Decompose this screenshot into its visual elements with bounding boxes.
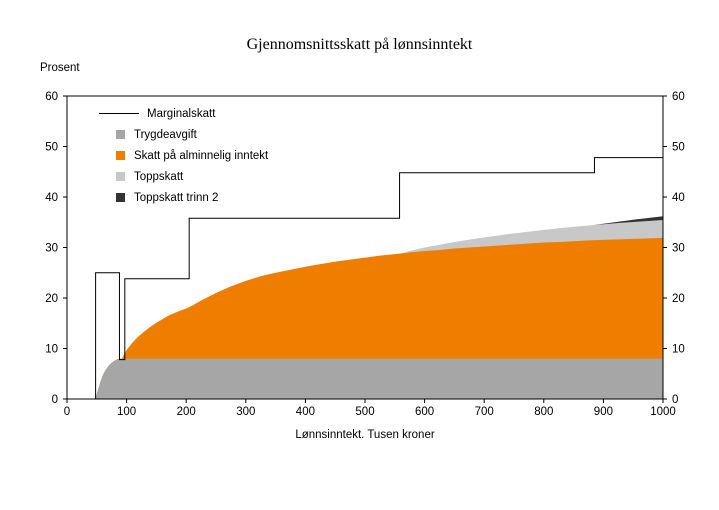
y-tick-label-left: 60 — [45, 91, 58, 103]
y-tick-label-left: 20 — [45, 293, 58, 305]
y-tick-label-right: 40 — [672, 192, 685, 204]
legend-square-marker-toppskatt-trinn-2 — [116, 193, 125, 202]
y-tick-label-left: 0 — [52, 394, 58, 406]
area-trygdeavgift — [67, 358, 663, 399]
legend-square-marker-trygdeavgift — [116, 130, 125, 139]
legend-square-marker-toppskatt — [116, 172, 125, 181]
y-tick-label-left: 10 — [45, 344, 58, 356]
legend-label: Skatt på alminnelig inntekt — [134, 149, 269, 162]
x-axis-label: Lønnsinntekt. Tusen kroner — [295, 429, 435, 441]
y-tick-label-right: 60 — [672, 91, 685, 103]
legend-label: Marginalskatt — [147, 107, 216, 120]
legend-line-marker-marginalskatt — [99, 113, 139, 114]
y-tick-label-right: 50 — [672, 142, 685, 154]
y-tick-label-right: 0 — [672, 394, 678, 406]
x-tick-label: 0 — [64, 406, 70, 418]
legend: Marginalskatt Trygdeavgift Skatt på alminn… — [99, 103, 268, 208]
x-tick-label: 600 — [415, 406, 434, 418]
y-axis-unit-label: Prosent — [40, 62, 80, 74]
legend-label: Toppskatt — [134, 170, 184, 183]
legend-item-toppskatt: Toppskatt — [99, 166, 268, 187]
chart-title: Gjennomsnittsskatt på lønnsinntekt — [246, 36, 473, 53]
x-tick-label: 900 — [594, 406, 613, 418]
x-tick-label: 100 — [117, 406, 136, 418]
legend-item-skatt-p-alminnelig-inntekt: Skatt på alminnelig inntekt — [99, 145, 268, 166]
y-tick-label-right: 20 — [672, 293, 685, 305]
x-tick-label: 400 — [296, 406, 315, 418]
legend-item-marginalskatt: Marginalskatt — [99, 103, 268, 124]
x-tick-label: 700 — [475, 406, 494, 418]
y-tick-label-left: 30 — [45, 243, 58, 255]
x-tick-label: 200 — [177, 406, 196, 418]
x-tick-label: 500 — [355, 406, 374, 418]
y-tick-label-right: 10 — [672, 344, 685, 356]
legend-item-toppskatt-trinn-2: Toppskatt trinn 2 — [99, 187, 268, 208]
marginal-tax-line — [67, 157, 663, 400]
y-tick-label-left: 50 — [45, 142, 58, 154]
legend-square-marker-skatt-p-alminnelig-inntekt — [116, 151, 125, 160]
x-tick-label: 1000 — [650, 406, 676, 418]
legend-label: Toppskatt trinn 2 — [134, 191, 219, 204]
x-tick-label: 300 — [236, 406, 255, 418]
y-tick-label-right: 30 — [672, 243, 685, 255]
x-tick-label: 800 — [534, 406, 553, 418]
legend-label: Trygdeavgift — [134, 128, 197, 141]
y-tick-label-left: 40 — [45, 192, 58, 204]
legend-item-trygdeavgift: Trygdeavgift — [99, 124, 268, 145]
